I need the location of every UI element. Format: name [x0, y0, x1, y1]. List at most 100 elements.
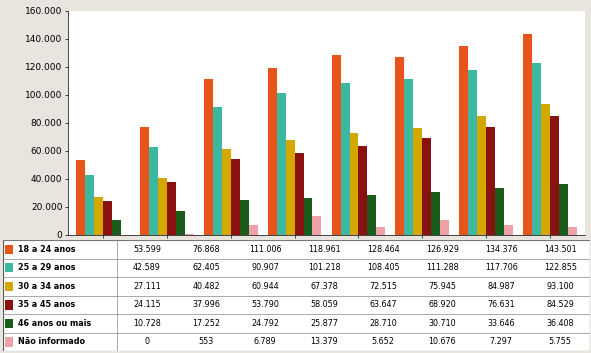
Text: 30 a 34 anos: 30 a 34 anos: [18, 282, 75, 291]
Bar: [185, 234, 194, 235]
Text: 24.115: 24.115: [133, 300, 161, 309]
Text: 90.907: 90.907: [251, 263, 279, 272]
Bar: [85, 175, 94, 235]
Text: 35 a 45 anos: 35 a 45 anos: [18, 300, 75, 309]
Text: 75.945: 75.945: [428, 282, 456, 291]
Bar: [413, 128, 423, 235]
Text: 76.868: 76.868: [192, 245, 220, 254]
Text: 53.790: 53.790: [251, 300, 279, 309]
Text: 10.676: 10.676: [428, 337, 456, 346]
Bar: [204, 79, 213, 235]
Bar: [368, 195, 376, 235]
Bar: [5, 319, 13, 328]
Text: 5.652: 5.652: [372, 337, 395, 346]
Bar: [486, 127, 495, 235]
Text: 128.464: 128.464: [367, 245, 400, 254]
Bar: [404, 79, 413, 235]
Bar: [313, 216, 322, 235]
Text: 93.100: 93.100: [547, 282, 574, 291]
Bar: [523, 34, 532, 235]
Text: 63.647: 63.647: [369, 300, 397, 309]
Bar: [112, 220, 121, 235]
Bar: [376, 227, 385, 235]
Bar: [103, 201, 112, 235]
Bar: [459, 47, 468, 235]
Text: 7.297: 7.297: [490, 337, 513, 346]
Text: 25.877: 25.877: [310, 319, 338, 328]
Text: 17.252: 17.252: [192, 319, 220, 328]
Bar: [440, 220, 449, 235]
Bar: [332, 55, 340, 235]
Text: 27.111: 27.111: [133, 282, 161, 291]
Text: 36.408: 36.408: [547, 319, 574, 328]
Bar: [541, 104, 550, 235]
Text: 37.996: 37.996: [192, 300, 220, 309]
Text: 101.218: 101.218: [308, 263, 340, 272]
Bar: [431, 192, 440, 235]
Text: 111.288: 111.288: [426, 263, 459, 272]
Text: 67.378: 67.378: [310, 282, 338, 291]
Bar: [5, 263, 13, 273]
Text: 46 anos ou mais: 46 anos ou mais: [18, 319, 91, 328]
Bar: [222, 149, 230, 235]
Text: 84.529: 84.529: [546, 300, 574, 309]
Bar: [495, 187, 504, 235]
Text: 72.515: 72.515: [369, 282, 397, 291]
Bar: [477, 116, 486, 235]
Text: 40.482: 40.482: [192, 282, 220, 291]
Text: 24.792: 24.792: [251, 319, 279, 328]
Bar: [176, 211, 185, 235]
Text: 62.405: 62.405: [192, 263, 220, 272]
Text: 111.006: 111.006: [249, 245, 281, 254]
Text: 30.710: 30.710: [428, 319, 456, 328]
Text: Não informado: Não informado: [18, 337, 85, 346]
Bar: [340, 83, 349, 235]
Bar: [5, 337, 13, 347]
Bar: [550, 116, 559, 235]
Text: 0: 0: [144, 337, 150, 346]
Text: 126.929: 126.929: [426, 245, 459, 254]
Bar: [213, 107, 222, 235]
Bar: [230, 160, 240, 235]
Text: 58.059: 58.059: [310, 300, 338, 309]
Bar: [423, 138, 431, 235]
Text: 76.631: 76.631: [488, 300, 515, 309]
Bar: [94, 197, 103, 235]
Bar: [349, 133, 359, 235]
Bar: [5, 245, 13, 254]
Bar: [359, 145, 368, 235]
Bar: [76, 160, 85, 235]
Bar: [304, 198, 313, 235]
Text: 122.855: 122.855: [544, 263, 577, 272]
Bar: [395, 57, 404, 235]
Text: 84.987: 84.987: [488, 282, 515, 291]
Bar: [5, 300, 13, 310]
Text: 42.589: 42.589: [133, 263, 161, 272]
Bar: [559, 184, 568, 235]
Bar: [277, 93, 285, 235]
Text: 134.376: 134.376: [485, 245, 518, 254]
Text: 68.920: 68.920: [428, 300, 456, 309]
Text: 553: 553: [199, 337, 213, 346]
Bar: [268, 68, 277, 235]
Text: 33.646: 33.646: [488, 319, 515, 328]
Bar: [532, 62, 541, 235]
Bar: [140, 127, 149, 235]
Bar: [568, 227, 577, 235]
Bar: [294, 154, 304, 235]
Text: 117.706: 117.706: [485, 263, 518, 272]
Bar: [240, 200, 249, 235]
Bar: [285, 140, 294, 235]
Bar: [149, 147, 158, 235]
Text: 28.710: 28.710: [369, 319, 397, 328]
Text: 6.789: 6.789: [254, 337, 277, 346]
Text: 13.379: 13.379: [310, 337, 338, 346]
Text: 143.501: 143.501: [544, 245, 577, 254]
Bar: [249, 225, 258, 235]
Bar: [468, 70, 477, 235]
Bar: [167, 181, 176, 235]
Text: 10.728: 10.728: [133, 319, 161, 328]
Text: 60.944: 60.944: [251, 282, 279, 291]
Text: 18 a 24 anos: 18 a 24 anos: [18, 245, 75, 254]
Text: 25 a 29 anos: 25 a 29 anos: [18, 263, 75, 272]
